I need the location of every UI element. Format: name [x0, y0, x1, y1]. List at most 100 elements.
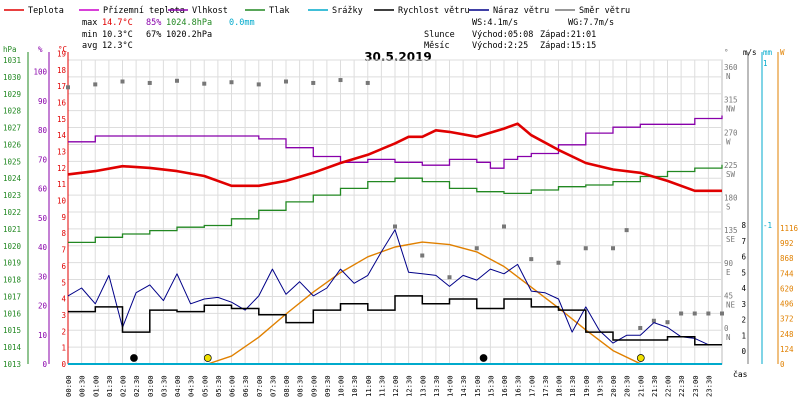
- temperature-tick-label: 9: [61, 213, 66, 222]
- humidity-tick-label: 0: [42, 360, 47, 369]
- x-tick-label: 01:00: [91, 375, 100, 397]
- x-tick-label: 11:00: [364, 375, 373, 397]
- stats-min-temp: 10.3°C: [102, 30, 133, 40]
- direction-tick-dir: N: [726, 72, 731, 81]
- x-tick-label: 12:30: [405, 375, 414, 397]
- solar-tick-label: 868: [780, 254, 794, 263]
- wind-direction-point: [611, 246, 615, 251]
- x-tick-label: 13:00: [418, 375, 427, 397]
- stats-max-label: max: [82, 18, 97, 28]
- pressure-tick-label: 1025: [3, 157, 21, 166]
- pressure-tick-label: 1029: [3, 90, 21, 99]
- sunset-marker: [636, 354, 645, 362]
- wind-gust-line: [67, 229, 722, 346]
- direction-tick-value: 0: [724, 324, 729, 333]
- stats-min-press: 1020.2hPa: [166, 30, 212, 40]
- temperature-line: [67, 122, 722, 193]
- x-tick-label: 21:00: [636, 375, 645, 397]
- stats-max-temp: 14.7°C: [102, 18, 133, 28]
- wind-direction-point: [338, 78, 343, 83]
- direction-tick-value: 360: [724, 63, 738, 72]
- direction-tick-dir: E: [726, 268, 731, 277]
- humidity-tick-label: 30: [38, 272, 48, 281]
- x-tick-label: 18:30: [568, 375, 577, 397]
- humidity-tick-label: 80: [38, 126, 48, 135]
- temperature-tick-label: 16: [57, 98, 67, 107]
- wind-direction-point: [284, 79, 288, 84]
- humidity-tick-label: 10: [38, 331, 48, 340]
- wind-direction-point: [393, 224, 397, 229]
- wind-gust-info: WG:7.7m/s: [568, 18, 614, 28]
- x-tick-label: 18:00: [555, 375, 564, 397]
- wind-tick-label: 6: [741, 253, 746, 262]
- temperature-tick-label: 7: [61, 246, 66, 255]
- wind-direction-point: [556, 260, 561, 265]
- wind-direction-point: [583, 246, 588, 251]
- solar-axis-unit: W: [780, 48, 785, 57]
- wind-direction-point: [66, 85, 70, 90]
- chart-legend: Teplota Přízemní teplota Vlhkost Tlak Srážky…: [4, 6, 630, 16]
- pressure-tick-label: 1028: [3, 107, 22, 116]
- x-tick-label: 10:30: [350, 375, 359, 397]
- wind-direction-point: [365, 80, 370, 85]
- temperature-tick-label: 14: [57, 131, 67, 140]
- sunset-info: Západ:21:01: [540, 30, 596, 40]
- pressure-tick-label: 1020: [3, 242, 22, 251]
- pressure-tick-label: 1026: [3, 140, 22, 149]
- x-tick-label: 06:00: [228, 375, 237, 397]
- x-tick-label: 07:00: [255, 375, 264, 397]
- x-tick-label: 00:30: [78, 375, 87, 397]
- temperature-tick-label: 10: [57, 197, 67, 206]
- temperature-tick-label: 15: [57, 115, 66, 124]
- temperature-tick-label: 4: [61, 295, 66, 304]
- chart-plot: [66, 78, 724, 365]
- stats-avg-label: avg: [82, 41, 97, 51]
- x-tick-label: 07:30: [268, 375, 277, 397]
- direction-tick-value: 225: [724, 161, 738, 170]
- pressure-tick-label: 1021: [3, 225, 21, 234]
- pressure-axis-unit: hPa: [3, 45, 17, 54]
- x-tick-label: 06:30: [241, 375, 250, 397]
- temperature-axis-unit: °C: [58, 45, 67, 54]
- wind-tick-label: 8: [741, 221, 746, 230]
- x-tick-label: 19:30: [595, 375, 604, 397]
- solar-tick-label: 496: [780, 300, 794, 309]
- x-tick-label: 12:00: [391, 375, 400, 397]
- x-tick-label: 08:00: [282, 375, 291, 397]
- wind-tick-label: 1: [741, 331, 746, 340]
- wind-direction-point: [692, 311, 697, 316]
- pressure-tick-label: 1023: [3, 191, 21, 200]
- pressure-tick-label: 1027: [3, 124, 21, 133]
- pressure-tick-label: 1022: [3, 208, 21, 217]
- pressure-line: [68, 164, 723, 244]
- sun-label: Slunce: [424, 30, 455, 40]
- x-tick-label: 17:30: [541, 375, 550, 397]
- x-tick-label: 02:30: [132, 375, 141, 397]
- humidity-tick-label: 40: [38, 243, 48, 252]
- x-tick-label: 01:30: [105, 375, 114, 397]
- x-tick-label: 02:00: [119, 375, 128, 397]
- stats-max-press: 1024.8hPa: [166, 18, 212, 28]
- direction-tick-value: 315: [724, 96, 738, 105]
- wind-direction-point: [502, 224, 506, 229]
- solar-tick-label: 372: [780, 315, 794, 324]
- wind-direction-point: [706, 311, 711, 316]
- stats-max-hum: 85%: [146, 18, 161, 28]
- x-tick-label: 20:00: [609, 375, 618, 397]
- temperature-tick-label: 6: [61, 262, 66, 271]
- humidity-tick-label: 60: [38, 185, 48, 194]
- wind-direction-point: [311, 80, 316, 85]
- legend-label-4: Srážky: [332, 6, 363, 16]
- wind-direction-point: [229, 80, 234, 85]
- wind-tick-label: 5: [741, 268, 746, 277]
- wind-axis-unit: m/s: [743, 48, 757, 57]
- stats-avg-temp: 12.3°C: [102, 41, 133, 51]
- wind-tick-label: 4: [741, 284, 746, 293]
- chart-axes: hPa% °C1013101410151016101710181019102010…: [3, 45, 799, 397]
- stats-min-hum: 67%: [146, 30, 161, 40]
- wind-tick-label: 7: [741, 237, 746, 246]
- wind-direction-point: [93, 82, 98, 87]
- legend-label-1: Přízemní teplota: [103, 6, 185, 16]
- moon-label: Měsíc: [424, 41, 450, 51]
